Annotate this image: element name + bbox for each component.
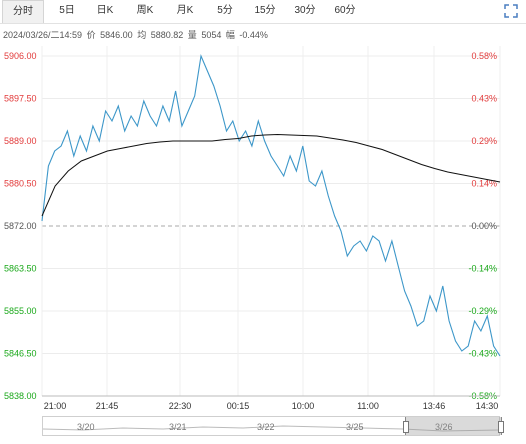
pct-tick-label: -0.43% [468,349,497,359]
range-navigator[interactable]: 3/20 3/21 3/22 3/25 3/26 [42,416,504,436]
navigator-date-label: 3/21 [169,422,187,432]
tab-7[interactable]: 30分 [294,5,316,16]
quote-info-bar: 2024/03/26/二14:59 价 5846.00 均 5880.82 量 … [3,28,270,41]
x-tick-label: 21:00 [44,401,67,411]
navigator-selection[interactable] [403,417,504,435]
tab-2[interactable]: 日K [96,5,114,16]
fullscreen-icon[interactable] [504,4,518,18]
y-tick-label: 5863.50 [4,264,37,274]
navigator-left-handle[interactable] [403,421,409,433]
y-tick-label: 5880.50 [4,179,37,189]
info-chg: -0.44% [239,30,268,40]
y-tick-label: 5906.00 [4,51,37,61]
tab-4[interactable]: 月K [176,5,194,16]
tab-1[interactable]: 5日 [59,5,75,16]
tab-6[interactable]: 15分 [254,5,276,16]
price-line [41,54,501,357]
info-price: 5846.00 [100,30,133,40]
info-price-label: 价 [86,30,96,40]
info-vol: 5054 [201,30,222,40]
pct-tick-label: -0.14% [468,264,497,274]
y-tick-label: 5838.00 [4,391,37,401]
y-tick-label: 5897.50 [4,94,37,104]
tab-3[interactable]: 周K [136,5,154,16]
x-tick-label: 21:45 [96,401,119,411]
pct-tick-label: 0.00% [471,221,497,231]
average-price-line [41,133,501,217]
info-datetime: 2024/03/26/二14:59 [3,30,83,40]
y-tick-label: 5846.50 [4,349,37,359]
intraday-chart[interactable]: 5906.00 0.58% 5897.50 0.43% 5889.00 0.29% 5880… [0,0,526,414]
pct-tick-label: -0.29% [468,306,497,316]
tab-8[interactable]: 60分 [334,5,356,16]
navigator-date-label: 3/22 [257,422,275,432]
info-avg-label: 均 [137,30,147,40]
y-tick-label: 5855.00 [4,306,37,316]
navigator-date-label: 3/26 [435,422,453,432]
x-tick-label: 10:00 [292,401,315,411]
x-tick-label: 14:30 [476,401,499,411]
x-tick-label: 11:00 [357,401,379,411]
pct-tick-label: 0.43% [471,94,497,104]
y-tick-label: 5889.00 [4,136,37,146]
pct-tick-label: 0.14% [471,179,497,189]
x-tick-label: 22:30 [169,401,192,411]
navigator-date-label: 3/25 [346,422,364,432]
tab-0[interactable]: 分时 [2,0,44,23]
tab-5[interactable]: 5分 [217,5,233,16]
navigator-sparkline [43,425,499,432]
x-tick-label: 13:46 [423,401,446,411]
navigator-right-handle[interactable] [498,421,504,433]
info-chg-label: 幅 [225,30,235,40]
period-tab-bar: 分时 5日 日K 周K 月K 5分 15分 30分 60分 [0,0,526,24]
navigator-date-label: 3/20 [77,422,95,432]
info-vol-label: 量 [187,30,197,40]
info-avg: 5880.82 [150,30,184,40]
pct-tick-label: 0.58% [471,51,497,61]
x-tick-label: 00:15 [227,401,250,411]
pct-tick-label: 0.29% [471,136,497,146]
y-tick-label: 5872.00 [4,221,37,231]
